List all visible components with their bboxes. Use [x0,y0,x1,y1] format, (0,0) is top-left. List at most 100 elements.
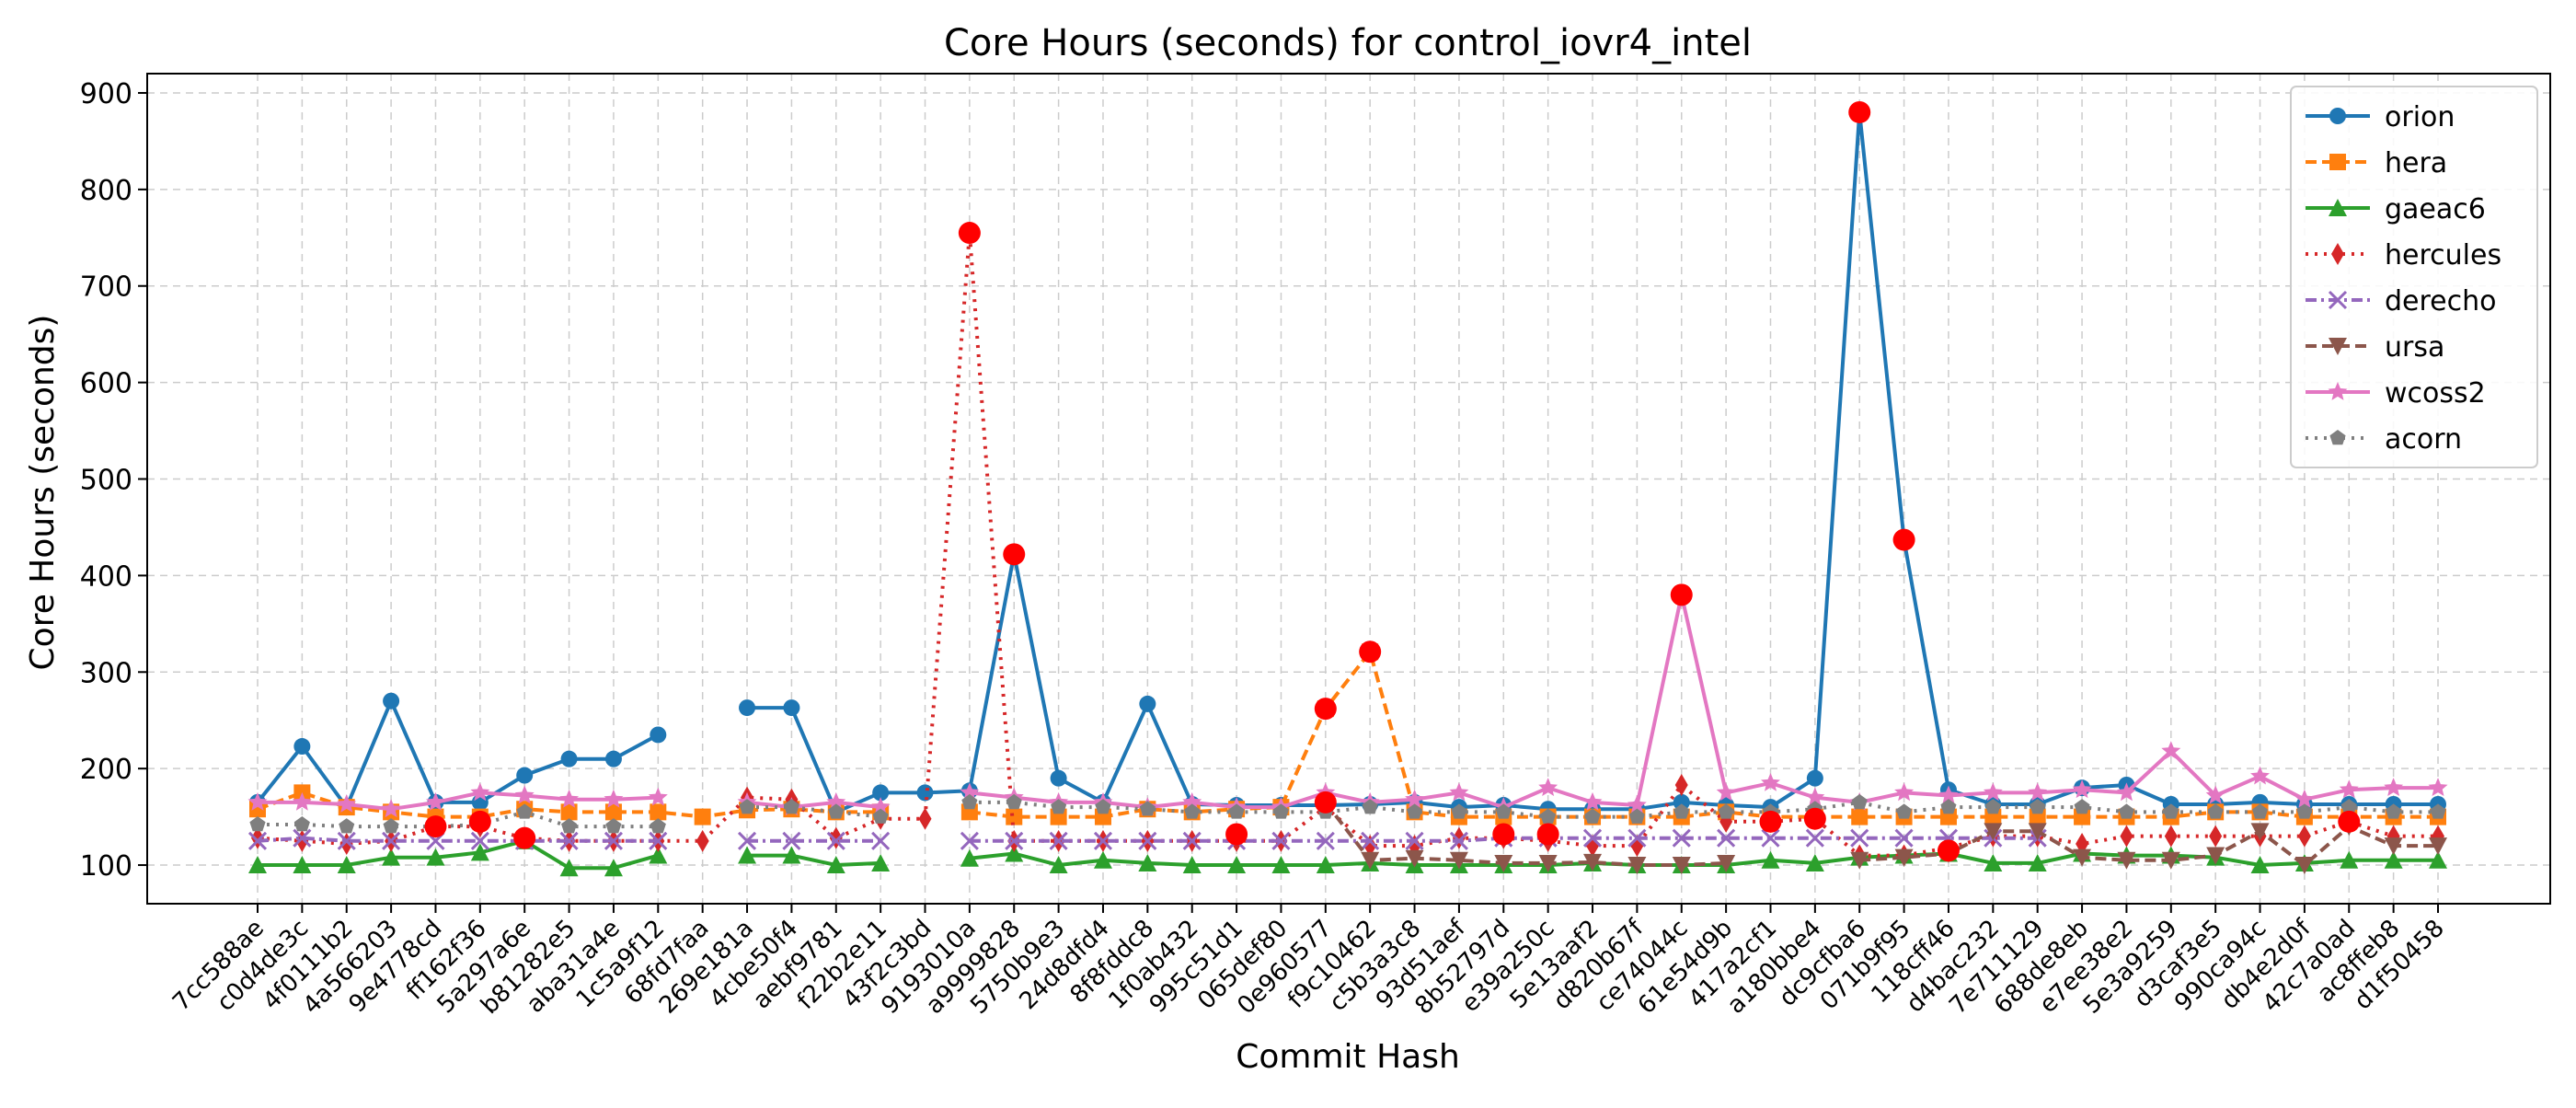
data-point-derecho [1672,828,1691,848]
data-point-acorn [2252,803,2269,819]
data-point-acorn [249,816,266,832]
data-point-gaeac6 [293,856,312,874]
data-point-wcoss2 [2339,779,2359,799]
legend-label: hercules [2385,239,2501,271]
data-point-derecho [293,828,312,848]
data-point-acorn [2386,803,2402,819]
series-line-wcoss2 [746,800,881,810]
data-point-wcoss2 [1938,785,1959,804]
data-point-orion [604,750,622,768]
data-point-acorn [1540,808,1557,824]
data-point-wcoss2 [514,785,535,804]
data-point-wcoss2 [2384,778,2404,796]
data-point-wcoss2 [1582,791,1603,811]
data-point-gaeac6 [1316,856,1335,874]
data-point-wcoss2 [426,791,445,811]
series-line-gaeac6 [747,853,881,867]
data-point-wcoss2 [2028,782,2048,802]
data-point-acorn [561,818,578,834]
data-point-gaeac6 [2028,853,2047,871]
data-point-gaeac6 [1049,856,1068,874]
legend-label: wcoss2 [2385,377,2486,410]
series-line-hera [969,650,2438,819]
y-tick-label: 200 [80,754,132,786]
data-point-acorn [1584,808,1601,824]
data-point-hera [650,803,667,821]
data-point-derecho [1271,831,1291,850]
y-tick-label: 900 [80,78,132,110]
legend-item-hercules: hercules [2306,239,2501,271]
data-point-acorn [2074,799,2090,814]
data-point-acorn [1896,803,1913,819]
data-point-wcoss2 [1761,772,1780,791]
data-point-orion [1806,769,1823,787]
highlight-point [1225,823,1248,846]
data-point-wcoss2 [2117,782,2136,802]
legend-label: derecho [2385,285,2497,317]
data-point-acorn [2163,803,2179,819]
legend-item-orion: orion [2306,101,2455,133]
legend-item-hera: hera [2306,147,2447,179]
series-line-orion [256,698,660,810]
data-point-wcoss2 [2161,741,2181,760]
data-point-acorn [1095,799,1111,814]
data-point-orion [293,738,311,756]
data-point-orion [739,699,756,717]
data-point-orion [650,726,667,744]
data-point-wcoss2 [559,789,579,808]
data-point-ursa [2206,847,2225,865]
legend-marker [2329,154,2346,170]
highlight-point [1536,823,1559,846]
data-point-acorn [1495,803,1512,819]
data-point-derecho [1361,831,1380,850]
data-point-ursa [2294,857,2314,875]
data-point-gaeac6 [1805,853,1824,871]
data-point-hera [604,803,622,821]
highlight-point [424,815,447,838]
data-point-derecho [1049,831,1068,850]
data-point-hercules [2120,825,2133,848]
data-point-orion [783,699,800,717]
data-point-acorn [2030,799,2046,814]
data-point-derecho [1805,828,1824,848]
data-point-derecho [1850,828,1869,848]
data-point-orion [1050,769,1067,787]
data-point-hercules [918,807,932,830]
plot-frame [146,73,2551,905]
data-point-acorn [1718,803,1734,819]
legend-marker [2329,108,2346,124]
data-point-gaeac6 [649,846,668,864]
data-point-acorn [828,803,845,819]
y-tick-label: 500 [80,465,132,497]
data-point-acorn [339,818,355,834]
y-tick-label: 800 [80,175,132,207]
data-point-derecho [559,831,579,850]
legend-item-gaeac6: gaeac6 [2306,193,2486,225]
data-point-orion [872,784,890,802]
data-point-acorn [650,818,666,834]
legend-label: acorn [2385,423,2462,456]
data-point-acorn [1139,801,1156,816]
data-point-acorn [2118,803,2134,819]
data-point-hercules [2164,825,2178,848]
data-point-acorn [1673,803,1690,819]
legend-marker [2329,430,2346,445]
data-point-acorn [1272,803,1289,819]
data-point-wcoss2 [1627,795,1647,814]
data-point-hera [560,803,578,821]
data-point-wcoss2 [1538,778,1558,796]
data-point-gaeac6 [470,843,489,861]
data-point-orion [1139,695,1156,712]
highlight-point [1003,543,1026,566]
data-point-wcoss2 [1405,789,1424,808]
data-point-gaeac6 [2340,850,2359,869]
data-point-acorn [516,803,533,819]
legend: orion hera gaeac6 hercules derecho ursa wcoss2… [2290,86,2538,468]
data-point-wcoss2 [337,794,357,813]
legend-marker [2328,290,2348,310]
data-point-derecho [649,831,668,850]
data-point-gaeac6 [2429,850,2447,869]
highlight-point [513,826,536,849]
